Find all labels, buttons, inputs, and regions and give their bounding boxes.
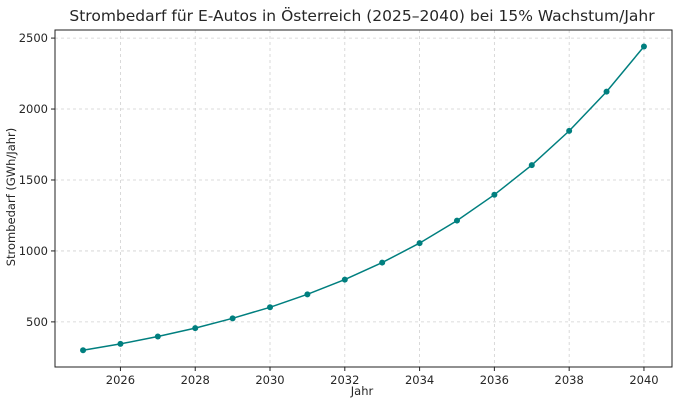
x-tick-label: 2038	[555, 373, 584, 387]
y-tick-label: 2000	[19, 102, 48, 116]
x-tick-label: 2040	[629, 373, 658, 387]
grid	[55, 30, 672, 367]
x-tick-label: 2028	[181, 373, 210, 387]
data-point	[304, 291, 311, 298]
x-tick-label: 2036	[480, 373, 509, 387]
data-point	[117, 340, 124, 347]
data-point	[603, 88, 610, 95]
data-point	[453, 217, 460, 224]
data-point	[640, 43, 647, 50]
chart-title: Strombedarf für E-Autos in Österreich (2…	[69, 6, 655, 25]
data-point	[566, 127, 573, 134]
y-axis: 500 1000 1500 2000 2500	[19, 31, 55, 329]
data-point	[154, 333, 161, 340]
data-point	[267, 304, 274, 311]
data-point	[80, 347, 87, 354]
x-tick-label: 2026	[106, 373, 135, 387]
axes	[54, 29, 673, 368]
data-point	[528, 162, 535, 169]
x-axis-label: Jahr	[350, 384, 374, 398]
x-tick-label: 2030	[255, 373, 284, 387]
x-tick-label: 2034	[405, 373, 434, 387]
data-point	[416, 240, 423, 247]
y-tick-label: 500	[26, 315, 48, 329]
data-point	[491, 191, 498, 198]
y-tick-label: 1000	[19, 244, 48, 258]
y-tick-label: 2500	[19, 31, 48, 45]
y-tick-label: 1500	[19, 173, 48, 187]
data-point	[192, 325, 199, 332]
x-axis: 2026 2028 2030 2032 2034 2036 2038 2040	[106, 367, 659, 387]
plot-frame	[54, 29, 673, 368]
x-tick-label: 2032	[330, 373, 359, 387]
data-point	[379, 259, 386, 266]
series	[80, 43, 647, 354]
data-point	[341, 276, 348, 283]
series-line	[82, 46, 645, 352]
data-point	[229, 315, 236, 322]
y-axis-label: Strombedarf (GWh/Jahr)	[4, 128, 18, 267]
